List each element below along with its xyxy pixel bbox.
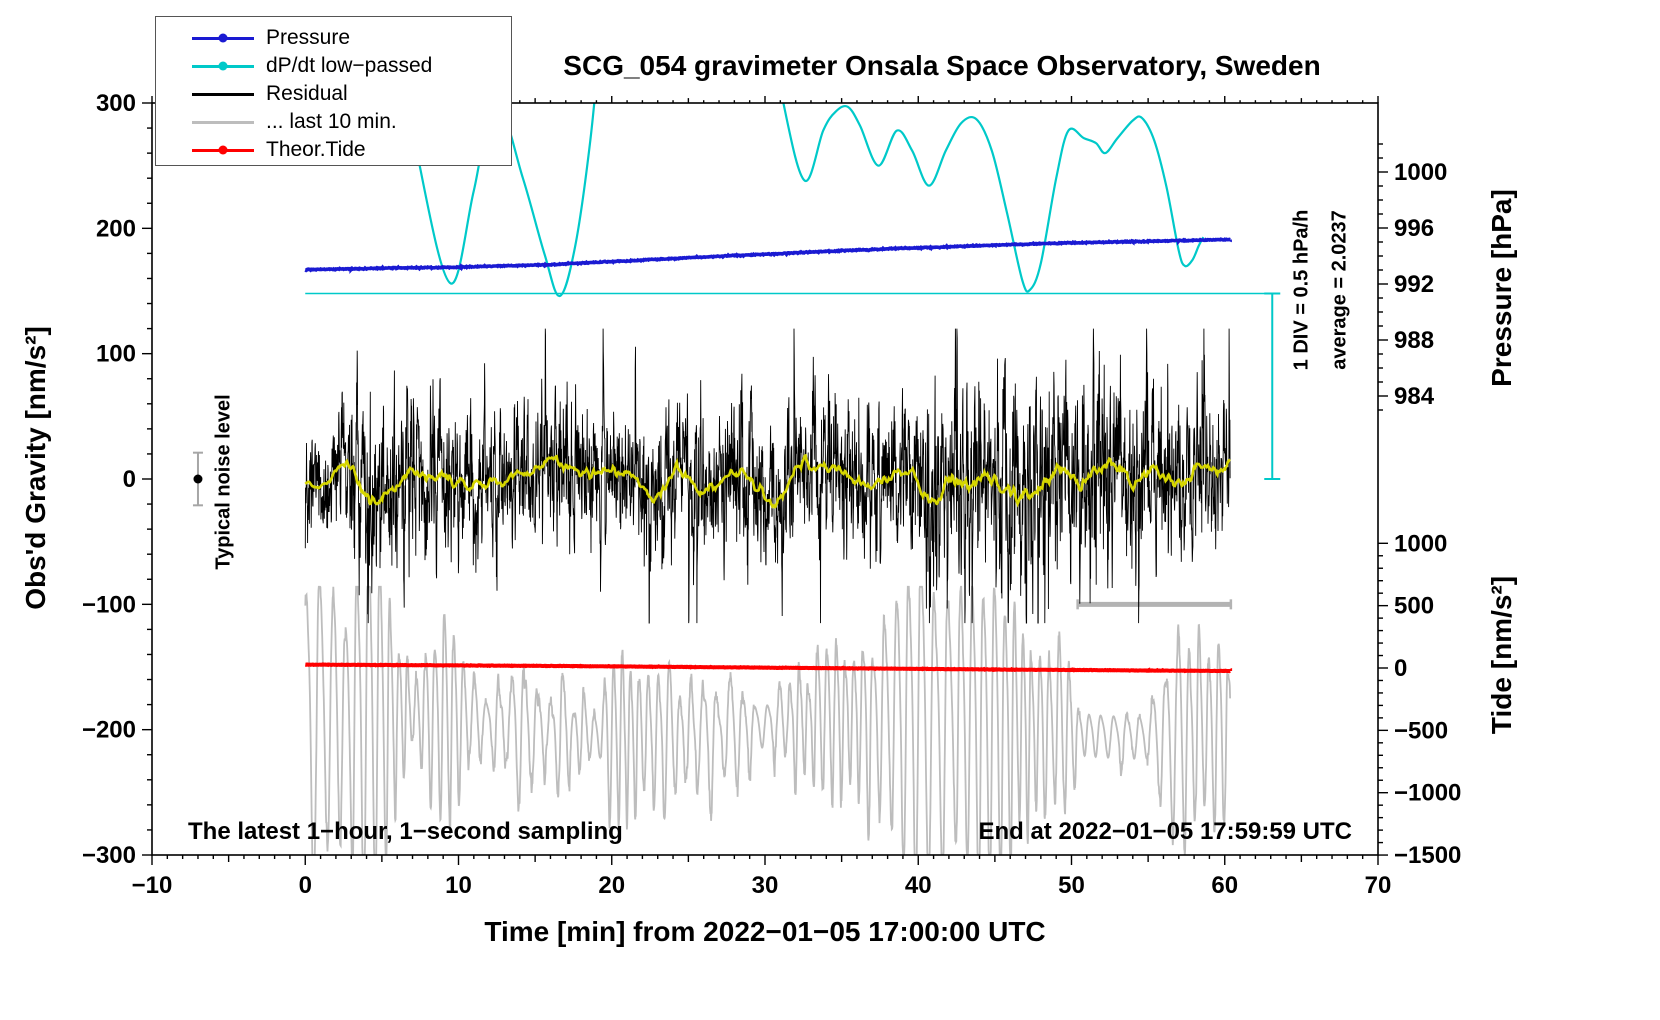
tide-tick-label: 500 bbox=[1394, 593, 1434, 620]
x-tick-label: 10 bbox=[445, 872, 472, 899]
noise-dot bbox=[193, 474, 203, 484]
tide-axis-label: Tide [nm/s²] bbox=[1486, 575, 1517, 735]
legend-swatch-theortide bbox=[192, 145, 254, 156]
legend-item-dpdt: dP/dt low−passed bbox=[192, 52, 511, 80]
legend-label-residual: Residual bbox=[266, 82, 348, 105]
legend-label-dpdt: dP/dt low−passed bbox=[266, 54, 433, 77]
average-note: average = 2.0237 bbox=[1328, 210, 1351, 370]
x-tick-label: 30 bbox=[752, 872, 779, 899]
legend-swatch-residual bbox=[192, 89, 254, 100]
legend: Pressure dP/dt low−passed Residual ... l… bbox=[155, 16, 512, 166]
pressure-tick-label: 992 bbox=[1394, 271, 1434, 298]
x-tick-label: 50 bbox=[1058, 872, 1085, 899]
tide-tick-label: 1000 bbox=[1394, 530, 1447, 557]
legend-swatch-dpdt bbox=[192, 61, 254, 72]
legend-label-theortide: Theor.Tide bbox=[266, 138, 366, 161]
x-tick-label: 70 bbox=[1365, 872, 1392, 899]
legend-item-last10: ... last 10 min. bbox=[192, 108, 511, 136]
legend-item-pressure: Pressure bbox=[192, 24, 511, 52]
series-residual-lowpassed bbox=[304, 453, 1231, 509]
pressure-tick-label: 996 bbox=[1394, 215, 1434, 242]
x-tick-label: 0 bbox=[299, 872, 312, 899]
legend-swatch-last10 bbox=[192, 117, 254, 128]
gravity-tick-label: −200 bbox=[82, 717, 136, 744]
x-axis-label: Time [min] from 2022−01−05 17:00:00 UTC bbox=[484, 916, 1046, 947]
series-pressure bbox=[304, 237, 1232, 275]
gravity-tick-label: 200 bbox=[96, 215, 136, 242]
tide-tick-label: −1000 bbox=[1394, 780, 1461, 807]
x-tick-label: 60 bbox=[1211, 872, 1238, 899]
tide-tick-label: −500 bbox=[1394, 717, 1448, 744]
series-layer bbox=[304, 103, 1281, 855]
div-scale-note: 1 DIV = 0.5 hPa/h bbox=[1290, 209, 1313, 371]
legend-item-theortide: Theor.Tide bbox=[192, 136, 511, 164]
legend-item-residual: Residual bbox=[192, 80, 511, 108]
sampling-note: The latest 1−hour, 1−second sampling bbox=[188, 818, 623, 845]
end-time-note: End at 2022−01−05 17:59:59 UTC bbox=[978, 818, 1352, 845]
pressure-tick-label: 988 bbox=[1394, 327, 1434, 354]
legend-swatch-pressure bbox=[192, 33, 254, 44]
pressure-tick-label: 984 bbox=[1394, 383, 1435, 410]
axes: −10 0 10 20 30 40 50 60 70−300−200−1000100200300… bbox=[82, 90, 1461, 899]
series-theortide bbox=[305, 662, 1233, 674]
chart-title: SCG_054 gravimeter Onsala Space Observat… bbox=[563, 50, 1321, 81]
series-dpdt bbox=[407, 103, 1205, 298]
gravity-tick-label: 0 bbox=[123, 466, 136, 493]
pressure-axis-label: Pressure [hPa] bbox=[1486, 189, 1517, 387]
gravity-tick-label: −300 bbox=[82, 842, 136, 869]
series-last10min bbox=[304, 585, 1231, 855]
pressure-tick-label: 1000 bbox=[1394, 159, 1447, 186]
tide-tick-label: −1500 bbox=[1394, 842, 1461, 869]
x-tick-label: 40 bbox=[905, 872, 932, 899]
legend-label-pressure: Pressure bbox=[266, 26, 351, 49]
gravity-tick-label: −100 bbox=[82, 591, 136, 618]
gravity-axis-label: Obs'd Gravity [nm/s²] bbox=[20, 326, 51, 610]
tide-tick-label: 0 bbox=[1394, 655, 1407, 682]
x-tick-label: −10 bbox=[132, 872, 173, 899]
x-tick-label: 20 bbox=[598, 872, 625, 899]
gravity-tick-label: 300 bbox=[96, 90, 136, 117]
typical-noise-level-label: Typical noise level bbox=[212, 394, 235, 570]
gravity-tick-label: 100 bbox=[96, 341, 136, 368]
legend-label-last10: ... last 10 min. bbox=[266, 110, 397, 133]
